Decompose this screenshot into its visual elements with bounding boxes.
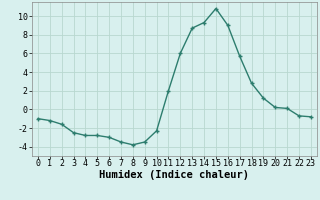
X-axis label: Humidex (Indice chaleur): Humidex (Indice chaleur)	[100, 170, 249, 180]
